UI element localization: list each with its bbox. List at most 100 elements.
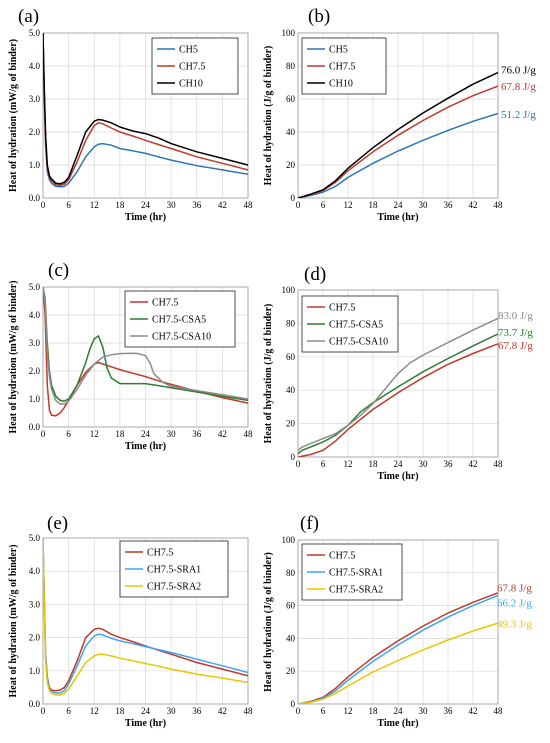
end-value-label: 83.0 J/g <box>498 310 533 322</box>
x-tick-label: 18 <box>369 200 379 210</box>
x-tick-label: 42 <box>218 200 227 210</box>
x-axis-label: Time (hr) <box>125 212 166 223</box>
plot-frame <box>297 539 499 705</box>
series-line <box>43 287 248 405</box>
y-tick-label: 100 <box>282 28 296 38</box>
end-value-label: 76.0 J/g <box>501 64 536 76</box>
x-tick-label: 30 <box>167 200 177 210</box>
y-tick-label: 80 <box>286 568 296 578</box>
x-tick-label: 18 <box>369 706 379 716</box>
y-tick-label: 2.0 <box>29 633 41 643</box>
y-tick-label: 1.0 <box>29 394 41 404</box>
y-tick-label: 0 <box>291 193 296 203</box>
x-tick-label: 6 <box>66 706 71 716</box>
x-tick-label: 36 <box>192 200 202 210</box>
y-tick-label: 5.0 <box>29 533 41 543</box>
legend-box <box>301 295 399 353</box>
y-tick-label: 20 <box>286 666 296 676</box>
y-tick-label: 40 <box>286 127 296 137</box>
legend-label: CH7.5-CSA10 <box>329 337 388 348</box>
end-value-label: 67.8 J/g <box>497 583 532 595</box>
series-line <box>43 538 248 696</box>
y-tick-label: 0 <box>291 699 296 709</box>
y-tick-label: 5.0 <box>29 28 41 38</box>
y-tick-label: 2.0 <box>29 366 41 376</box>
x-axis-label: Time (hr) <box>377 471 418 482</box>
x-axis-label: Time (hr) <box>125 441 166 452</box>
x-tick-label: 48 <box>494 706 504 716</box>
legend-label: CH7.5-SRA2 <box>147 582 201 593</box>
legend-label: CH10 <box>329 79 353 90</box>
y-tick-label: 20 <box>286 419 296 429</box>
y-tick-label: 1.0 <box>29 666 41 676</box>
x-tick-label: 24 <box>394 706 404 716</box>
x-tick-label: 0 <box>296 459 301 469</box>
legend-label: CH7.5 <box>179 62 205 73</box>
y-tick-label: 3.0 <box>29 94 41 104</box>
y-tick-label: 4.0 <box>29 566 41 576</box>
chart-panel: 0 6 12 18 24 30 36 42 48 0.0 1.0 2.0 3.0 4.0 5.0 Time (… <box>8 6 253 223</box>
y-tick-label: 40 <box>286 385 296 395</box>
x-tick-label: 30 <box>419 200 429 210</box>
legend-label: CH7.5-CSA10 <box>152 332 211 343</box>
y-tick-label: 40 <box>286 633 296 643</box>
x-tick-label: 48 <box>494 459 504 469</box>
legend-label: CH7.5 <box>147 548 173 559</box>
x-tick-label: 36 <box>192 706 202 716</box>
x-tick-label: 0 <box>41 429 46 439</box>
x-tick-label: 36 <box>192 429 202 439</box>
panel-label: (b) <box>308 6 330 27</box>
x-tick-label: 18 <box>115 200 125 210</box>
series-line <box>298 71 498 198</box>
panel-label: (f) <box>300 513 319 534</box>
y-tick-label: 1.0 <box>29 160 41 170</box>
x-tick-label: 0 <box>296 706 301 716</box>
y-axis-label: Heat of hydration (J/g of binder) <box>263 304 274 444</box>
x-axis-label: Time (hr) <box>377 718 418 729</box>
plot-frame <box>42 286 249 428</box>
x-axis-label: Time (hr) <box>377 212 418 223</box>
x-tick-label: 30 <box>167 429 177 439</box>
chart-panel: 0 6 12 18 24 30 36 42 48 0 20 40 60 80 100 Time (hr) Hea… <box>263 513 532 729</box>
y-tick-label: 100 <box>282 285 296 295</box>
x-tick-label: 18 <box>369 459 379 469</box>
panel-label: (d) <box>304 264 326 285</box>
plot-frame <box>42 537 249 705</box>
x-tick-label: 42 <box>469 200 478 210</box>
y-axis-label: Heat of hydration (mW/g of binder) <box>8 280 19 433</box>
x-tick-label: 6 <box>66 200 71 210</box>
y-tick-label: 4.0 <box>29 61 41 71</box>
x-tick-label: 48 <box>244 706 254 716</box>
x-tick-label: 0 <box>296 200 301 210</box>
x-tick-label: 42 <box>469 706 478 716</box>
panel-label: (a) <box>18 6 39 27</box>
x-tick-label: 24 <box>141 429 151 439</box>
x-tick-label: 30 <box>419 706 429 716</box>
x-tick-label: 42 <box>218 429 227 439</box>
y-axis-label: Heat of hydration (J/g of binder) <box>263 46 274 186</box>
x-tick-label: 0 <box>41 200 46 210</box>
x-tick-label: 6 <box>66 429 71 439</box>
x-tick-label: 12 <box>90 429 99 439</box>
x-tick-label: 24 <box>394 459 404 469</box>
x-tick-label: 6 <box>321 706 326 716</box>
x-tick-label: 36 <box>444 706 454 716</box>
y-tick-label: 80 <box>286 318 296 328</box>
end-value-label: 67.8 J/g <box>501 81 536 93</box>
x-tick-label: 36 <box>444 459 454 469</box>
y-tick-label: 0.0 <box>29 699 41 709</box>
legend-label: CH7.5 <box>329 303 355 314</box>
x-tick-label: 42 <box>218 706 227 716</box>
end-value-label: 73.7 J/g <box>498 327 533 339</box>
plot-frame <box>297 289 499 458</box>
x-tick-label: 36 <box>444 200 454 210</box>
x-tick-label: 18 <box>115 429 125 439</box>
end-value-label: 67.8 J/g <box>498 340 533 352</box>
chart-panel: 0 6 12 18 24 30 36 42 48 0 20 40 60 80 100 Time (hr) Hea… <box>263 264 533 482</box>
end-value-label: 51.2 J/g <box>501 109 536 121</box>
legend-label: CH5 <box>329 45 348 56</box>
x-tick-label: 12 <box>344 459 353 469</box>
x-tick-label: 30 <box>167 706 177 716</box>
x-tick-label: 24 <box>141 706 151 716</box>
x-tick-label: 12 <box>90 706 99 716</box>
